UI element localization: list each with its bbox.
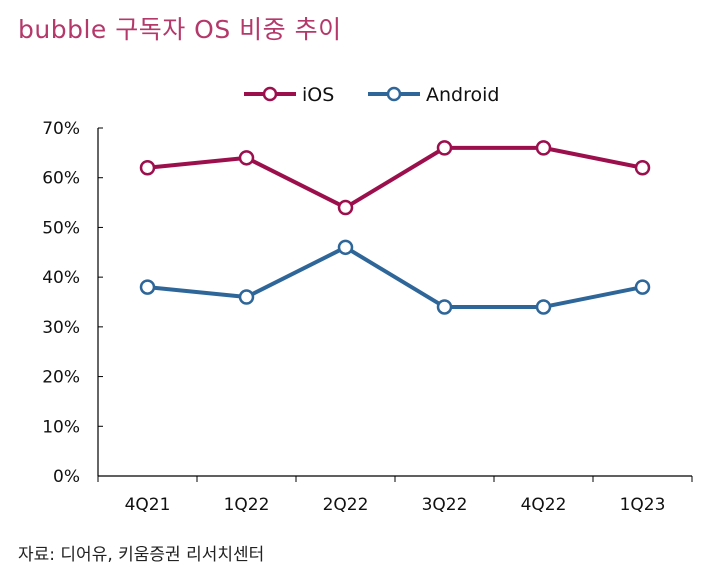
x-tick-label: 3Q22 xyxy=(422,495,468,515)
series-line-android xyxy=(147,245,643,309)
axes xyxy=(97,128,692,477)
y-tick-label: 50% xyxy=(42,218,80,238)
data-point-ios xyxy=(337,199,354,216)
data-point-android xyxy=(535,299,552,315)
data-point-ios xyxy=(238,150,255,166)
data-point-android xyxy=(139,279,156,295)
y-axis-ticks: 0% 10% 20% 30% 40% 50% 60% 70% xyxy=(42,119,103,487)
y-tick-label: 70% xyxy=(42,119,80,139)
data-point-android xyxy=(436,299,453,315)
x-tick-label: 2Q22 xyxy=(323,495,369,515)
chart-title: bubble 구독자 OS 비중 추이 xyxy=(18,15,342,44)
x-tick-label: 1Q22 xyxy=(224,495,270,515)
x-tick-label: 1Q23 xyxy=(620,495,666,515)
y-tick-label: 0% xyxy=(53,467,80,487)
legend-marker-ios xyxy=(262,86,278,102)
source-note: 자료: 디어유, 키움증권 리서치센터 xyxy=(18,545,265,565)
y-tick-label: 60% xyxy=(42,169,80,189)
series-line-ios xyxy=(147,145,643,210)
x-tick-label: 4Q21 xyxy=(125,495,171,515)
data-point-android xyxy=(337,239,354,256)
data-point-ios xyxy=(436,140,453,156)
data-point-ios xyxy=(139,160,156,176)
data-point-android xyxy=(634,279,651,295)
y-tick-label: 10% xyxy=(42,417,80,437)
legend-label-ios: iOS xyxy=(302,84,334,106)
x-axis-ticks: 4Q21 1Q22 2Q22 3Q22 4Q22 1Q23 xyxy=(97,476,693,515)
data-point-android xyxy=(238,289,255,305)
legend-label-android: Android xyxy=(426,84,499,106)
x-tick-label: 4Q22 xyxy=(521,495,567,515)
legend-marker-android xyxy=(386,86,402,102)
series-layer xyxy=(139,140,651,315)
data-point-ios xyxy=(634,160,651,176)
data-point-ios xyxy=(535,140,552,156)
legend: iOS Android xyxy=(244,84,499,106)
y-tick-label: 40% xyxy=(42,268,80,288)
y-tick-label: 20% xyxy=(42,368,80,388)
y-tick-label: 30% xyxy=(42,318,80,338)
